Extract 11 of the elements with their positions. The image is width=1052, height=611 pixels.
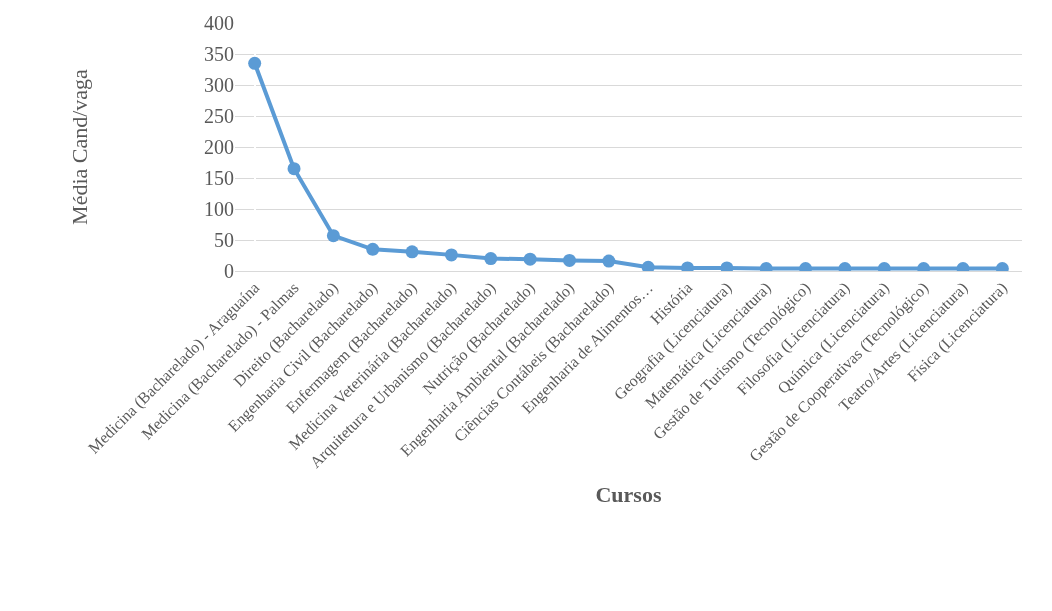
y-tick-label: 150 (204, 167, 234, 189)
y-tick-label: 350 (204, 43, 234, 65)
x-axis-title: Cursos (595, 481, 662, 507)
y-tick-label: 50 (214, 229, 234, 251)
y-tick-label: 0 (224, 260, 234, 282)
y-tick-label: 200 (204, 136, 234, 158)
y-tick-label: 300 (204, 74, 234, 96)
y-tick-label: 100 (204, 198, 234, 220)
y-tick-label: 400 (204, 12, 234, 34)
y-axis-title: Média Cand/vaga (66, 68, 92, 225)
y-tick-label: 250 (204, 105, 234, 127)
